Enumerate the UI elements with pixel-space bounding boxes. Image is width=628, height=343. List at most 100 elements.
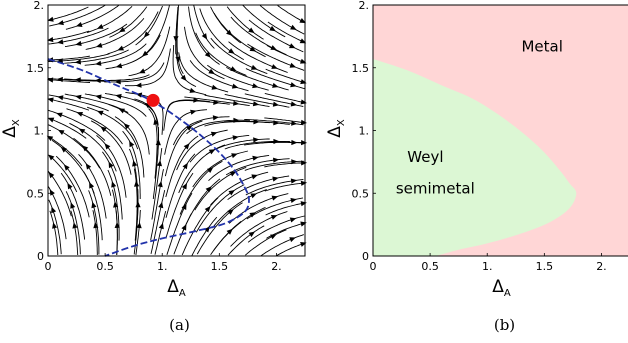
stream-arrowhead xyxy=(272,101,280,107)
stream-arrowhead xyxy=(272,82,279,88)
stream-arrowhead xyxy=(56,76,63,83)
stream-arrowhead xyxy=(210,131,218,137)
stream-line xyxy=(70,210,79,256)
stream-line xyxy=(135,209,141,255)
stream-arrowhead xyxy=(173,36,179,43)
stream-line xyxy=(180,178,221,237)
stream-line xyxy=(150,190,166,254)
stream-arrowhead xyxy=(134,180,140,187)
x-tick-label: 0.5 xyxy=(421,260,439,273)
stream-line xyxy=(48,30,90,41)
stream-arrowhead xyxy=(143,31,150,38)
stream-arrowhead xyxy=(57,95,64,101)
y-axis-label: ΔX xyxy=(0,119,22,138)
x-tick-label: 0.5 xyxy=(96,260,114,273)
stream-line xyxy=(60,172,86,240)
stream-line xyxy=(107,11,159,55)
x-tick-label: 1.5 xyxy=(211,260,229,273)
stream-line xyxy=(195,32,247,76)
stream-line xyxy=(210,6,242,44)
stream-arrowhead xyxy=(74,59,81,65)
stream-line xyxy=(65,191,81,255)
stream-arrowhead xyxy=(100,126,107,133)
stream-line xyxy=(78,153,107,219)
stream-line xyxy=(226,6,264,40)
stream-arrowhead xyxy=(180,74,187,81)
stream-line xyxy=(193,5,215,49)
stream-arrowhead xyxy=(82,145,89,152)
stream-arrowhead xyxy=(290,178,298,184)
stream-arrowhead xyxy=(232,135,239,141)
stream-arrowhead xyxy=(47,97,54,103)
stream-arrowhead xyxy=(70,202,76,209)
stream-line xyxy=(264,162,304,168)
stream-arrowhead xyxy=(211,84,218,90)
stream-line xyxy=(259,5,305,35)
x-axis-label: ΔA xyxy=(167,277,186,299)
stream-arrowhead xyxy=(300,99,307,105)
stream-arrowhead xyxy=(181,183,187,190)
y-tick-label: 1.5 xyxy=(352,62,370,75)
stream-arrowhead xyxy=(269,25,276,32)
stream-arrowhead xyxy=(204,226,210,233)
stream-line xyxy=(264,141,304,144)
stream-line xyxy=(65,4,120,30)
stream-line xyxy=(48,136,83,167)
stream-line xyxy=(179,160,223,215)
stream-line xyxy=(188,6,220,65)
stream-line xyxy=(178,52,229,93)
stream-arrowhead xyxy=(96,42,103,48)
stream-arrowhead xyxy=(157,180,163,188)
x-axis-label: ΔA xyxy=(492,277,511,299)
stream-arrowhead xyxy=(272,176,279,182)
y-tick-labels: 0 0.5 1. 1.5 2. xyxy=(27,0,51,263)
y-tick-label: 0 xyxy=(362,250,369,263)
stream-arrowhead xyxy=(75,94,82,100)
stream-arrowhead xyxy=(132,160,138,167)
stream-arrowhead xyxy=(114,79,121,85)
stream-arrowhead xyxy=(89,182,95,189)
stream-line xyxy=(213,12,266,58)
stream-arrowhead xyxy=(156,160,162,167)
stream-arrowhead xyxy=(226,29,233,36)
stream-arrowhead xyxy=(300,242,307,247)
fixed-point-marker xyxy=(146,93,160,107)
panel-b-phase-diagram: 0 0.5 1. 1.5 2. 0 0.5 1. 1.5 2. Metal Weyl semim… xyxy=(325,0,628,334)
stream-line xyxy=(266,222,306,239)
stream-arrowhead xyxy=(158,222,164,230)
stream-arrowhead xyxy=(300,201,307,207)
stream-arrowhead xyxy=(251,174,258,180)
stream-arrowhead xyxy=(229,171,237,177)
stream-arrowhead xyxy=(117,45,124,51)
stream-line xyxy=(199,8,245,60)
stream-line xyxy=(196,202,243,255)
stream-line xyxy=(167,100,230,110)
stream-arrowhead xyxy=(301,140,308,146)
y-tick-label: 2. xyxy=(34,0,45,12)
stream-line xyxy=(208,154,270,182)
stream-arrowhead xyxy=(57,39,64,45)
y-tick-label: 0 xyxy=(37,250,44,263)
stream-arrowhead xyxy=(56,58,63,64)
stream-line xyxy=(48,55,90,61)
stream-arrowhead xyxy=(289,217,297,223)
weyl-semimetal-region xyxy=(373,59,577,256)
y-tick-label: 1. xyxy=(359,125,370,138)
stream-line xyxy=(96,135,127,198)
stream-line xyxy=(245,179,304,196)
stream-arrowhead xyxy=(48,154,55,161)
stream-arrowhead xyxy=(189,87,196,93)
stream-line xyxy=(277,5,305,23)
stream-line xyxy=(266,45,305,64)
stream-line xyxy=(189,60,249,92)
stream-arrowhead xyxy=(289,62,297,68)
stream-arrowhead xyxy=(205,186,212,193)
metal-region-label: Metal xyxy=(521,37,562,55)
stream-arrowhead xyxy=(123,123,130,130)
stream-arrowhead xyxy=(248,27,255,34)
stream-line xyxy=(176,5,184,75)
stream-arrowhead xyxy=(175,56,181,63)
stream-arrowhead xyxy=(231,153,238,159)
stream-line xyxy=(73,137,112,196)
stream-line xyxy=(122,130,141,199)
